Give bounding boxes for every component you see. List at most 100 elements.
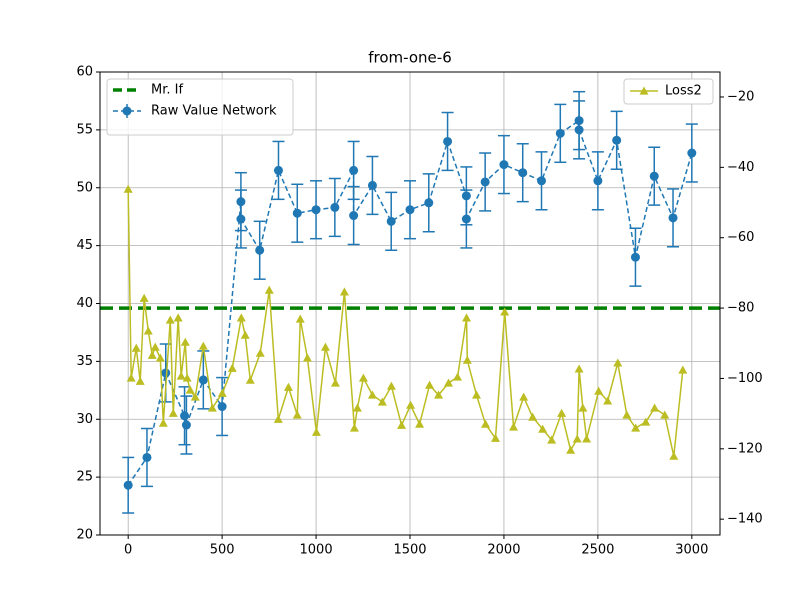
y-tick-label: 35 [76, 354, 93, 369]
marker [155, 353, 165, 362]
marker [434, 390, 444, 399]
marker [311, 205, 321, 215]
x-tick-label: 2500 [581, 543, 614, 558]
marker [480, 177, 490, 187]
marker [150, 342, 160, 351]
marker [255, 348, 265, 357]
marker [444, 378, 454, 387]
marker [377, 397, 387, 406]
marker [649, 171, 659, 181]
marker [425, 380, 435, 389]
marker [143, 326, 153, 335]
marker [147, 350, 157, 359]
marker [330, 378, 340, 387]
marker [528, 412, 538, 421]
x-tick-label: 0 [124, 543, 132, 558]
marker [555, 128, 565, 138]
series-line [127, 119, 693, 486]
legend-label: Loss2 [665, 84, 702, 99]
marker [631, 423, 641, 432]
x-tick-label: 3000 [675, 543, 708, 558]
marker [330, 202, 340, 212]
marker [613, 358, 623, 367]
marker [131, 343, 141, 352]
y2-tick-label: −80 [727, 301, 754, 316]
x-tick-label: 1000 [300, 543, 333, 558]
y2-tick-label: −140 [727, 512, 763, 527]
marker [622, 410, 632, 419]
marker [311, 427, 321, 436]
marker [405, 205, 415, 215]
legend-box [106, 78, 294, 136]
marker [236, 313, 246, 322]
marker [295, 314, 305, 323]
marker [603, 396, 613, 405]
x-tick-label: 2000 [487, 543, 520, 558]
y2-tick-label: −60 [727, 230, 754, 245]
marker [165, 315, 175, 324]
marker [181, 420, 191, 430]
marker [240, 330, 250, 339]
marker [123, 184, 133, 193]
marker [236, 214, 246, 224]
marker [490, 433, 500, 442]
y2-tick-label: −120 [727, 441, 763, 456]
marker [255, 245, 265, 255]
marker [386, 216, 396, 226]
chart-title: from-one-6 [368, 49, 451, 67]
marker [349, 165, 359, 175]
y-tick-label: 55 [76, 122, 93, 137]
marker [462, 355, 472, 364]
legend-box [623, 78, 714, 105]
series-line [127, 189, 684, 457]
marker [158, 418, 168, 427]
marker [660, 410, 670, 419]
marker [123, 480, 133, 490]
marker [367, 180, 377, 190]
marker [198, 341, 208, 350]
marker [245, 375, 255, 384]
marker [190, 392, 200, 401]
legend-swatch [639, 86, 649, 95]
marker [273, 414, 283, 423]
y-tick-label: 60 [76, 65, 93, 80]
marker [630, 252, 640, 262]
marker [461, 214, 471, 224]
marker [283, 382, 293, 391]
marker [499, 160, 509, 170]
marker [126, 373, 136, 382]
marker [142, 452, 152, 462]
y-tick-label: 40 [76, 296, 93, 311]
marker [185, 385, 195, 394]
marker [320, 342, 330, 351]
marker [415, 419, 425, 428]
marker [302, 353, 312, 362]
marker [557, 408, 567, 417]
marker [594, 386, 604, 395]
marker [406, 400, 416, 409]
marker [173, 313, 183, 322]
marker [537, 176, 547, 186]
marker [641, 417, 651, 426]
y-tick-label: 45 [76, 238, 93, 253]
marker [349, 211, 359, 221]
marker [574, 125, 584, 135]
marker [349, 423, 359, 432]
marker [612, 135, 622, 145]
marker [547, 435, 557, 444]
marker [292, 208, 302, 218]
y-tick-label: 25 [76, 470, 93, 485]
marker [424, 198, 434, 208]
marker [462, 313, 472, 322]
marker [161, 368, 171, 378]
marker [198, 375, 208, 385]
legend-label: Mr. If [151, 83, 183, 98]
marker [273, 165, 283, 175]
marker [180, 337, 190, 346]
marker [352, 403, 362, 412]
legend-swatch [122, 106, 132, 116]
y-tick-label: 50 [76, 180, 93, 195]
marker [135, 376, 145, 385]
marker [538, 424, 548, 433]
